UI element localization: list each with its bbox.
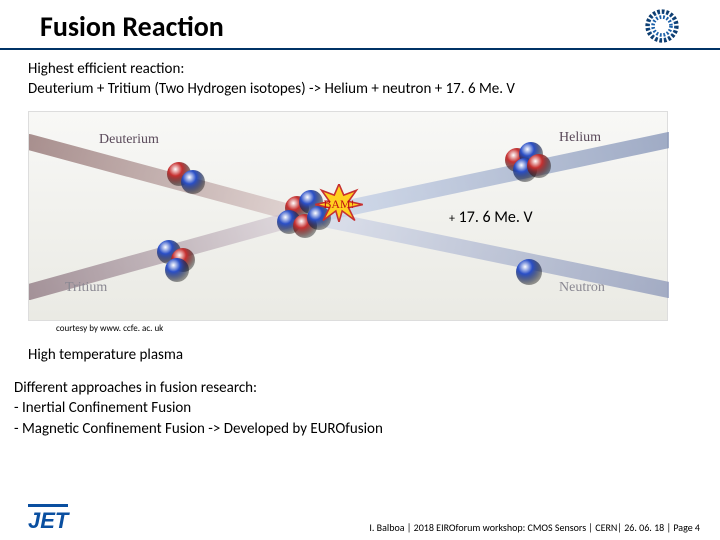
- jet-logo: JET: [28, 504, 68, 534]
- intro-text: Highest efficient reaction: Deuterium + …: [0, 50, 720, 103]
- footer: JET I. Balboa | 2018 EIROforum workshop:…: [0, 504, 720, 534]
- diagram-courtesy: courtesy by www. ccfe. ac. uk: [56, 323, 720, 334]
- energy-value: 17. 6 Me. V: [459, 208, 533, 227]
- bam-icon: BAM!: [315, 184, 363, 222]
- label-deuterium: Deuterium: [99, 132, 159, 148]
- organisation-logo-icon: [644, 8, 680, 44]
- intro-line-1: Highest efficient reaction:: [28, 60, 692, 80]
- reaction-diagram: Deuterium Tritium Helium Neutron BAM! + …: [28, 111, 668, 321]
- energy-output: + 17. 6 Me. V: [449, 208, 533, 227]
- energy-plus: +: [449, 212, 455, 226]
- subheading-plasma: High temperature plasma: [28, 346, 720, 364]
- page-title: Fusion Reaction: [40, 9, 224, 44]
- label-helium: Helium: [559, 130, 601, 146]
- approaches-line-2: - Inertial Confinement Fusion: [14, 398, 720, 418]
- label-tritium: Tritium: [65, 280, 107, 296]
- bam-text: BAM!: [324, 197, 355, 211]
- footer-text: I. Balboa | 2018 EIROforum workshop: CMO…: [369, 521, 700, 534]
- intro-line-2: Deuterium + Tritium (Two Hydrogen isotop…: [28, 80, 692, 100]
- header: Fusion Reaction: [0, 0, 720, 50]
- approaches-line-3: - Magnetic Confinement Fusion -> Develop…: [14, 419, 720, 439]
- approaches-line-1: Different approaches in fusion research:: [14, 378, 720, 398]
- approaches-text: Different approaches in fusion research:…: [14, 378, 720, 439]
- label-neutron: Neutron: [559, 280, 605, 296]
